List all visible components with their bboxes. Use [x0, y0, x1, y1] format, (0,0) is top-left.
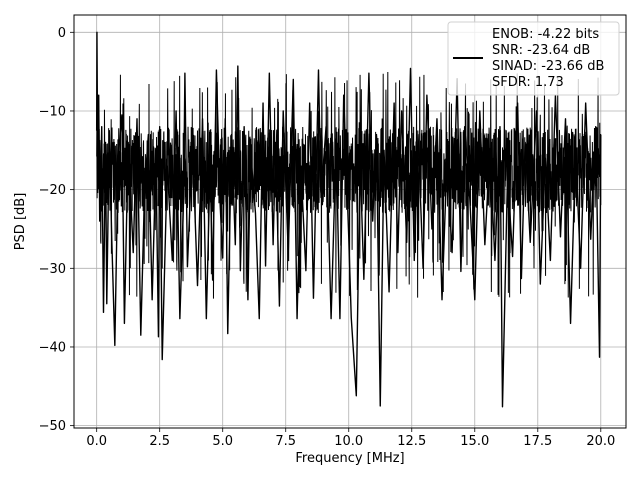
y-tick-label: −50: [39, 419, 66, 434]
x-tick-label: 15.0: [460, 434, 489, 449]
axes-frame: [73, 14, 627, 429]
legend-line-sfdr: SFDR: 1.73: [492, 75, 564, 90]
x-tick-label: 12.5: [397, 434, 426, 449]
x-tick-label: 2.5: [149, 434, 170, 449]
x-tick-label: 10.0: [334, 434, 363, 449]
noise-floor-band: [96, 72, 602, 299]
y-tick-label: 0: [58, 26, 66, 41]
axis-ticks: 0.0 2.5 5.0 7.5 10.0 12.5 15.0 17.5 20.0 0 −10 −20 −…: [39, 26, 616, 449]
y-tick-label: −30: [39, 262, 66, 277]
x-tick-label: 20.0: [586, 434, 615, 449]
x-tick-label: 5.0: [212, 434, 233, 449]
legend-line-snr: SNR: -23.64 dB: [492, 43, 590, 58]
x-tick-label: 0.0: [86, 434, 107, 449]
legend-line-sinad: SINAD: -23.66 dB: [492, 59, 604, 74]
legend-box: [447, 21, 620, 96]
legend: ENOB: -4.22 bits SNR: -23.64 dB SINAD: -…: [447, 21, 620, 96]
y-axis-label: PSD [dB]: [13, 193, 28, 251]
x-tick-label: 7.5: [275, 434, 296, 449]
x-axis-label: Frequency [MHz]: [295, 451, 404, 466]
y-tick-label: −10: [39, 104, 66, 119]
x-tick-label: 17.5: [523, 434, 552, 449]
y-tick-label: −40: [39, 340, 66, 355]
legend-line-enob: ENOB: -4.22 bits: [492, 27, 599, 42]
y-tick-label: −20: [39, 183, 66, 198]
plot-area: [95, 31, 602, 408]
